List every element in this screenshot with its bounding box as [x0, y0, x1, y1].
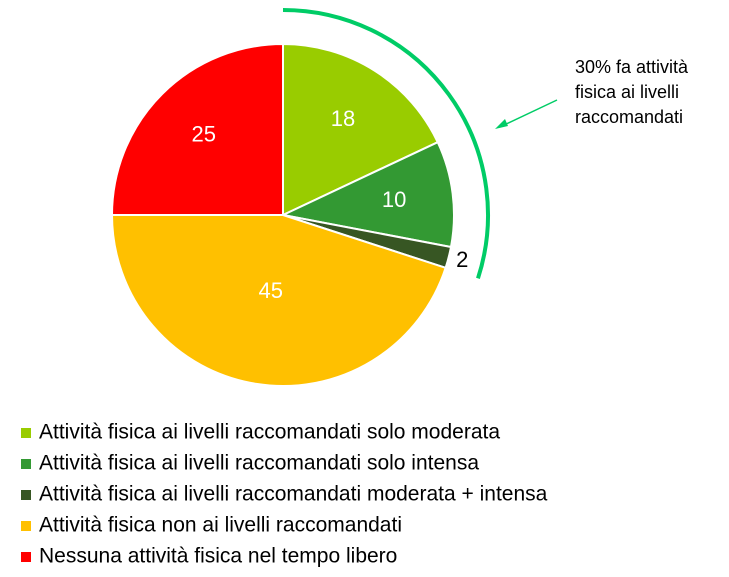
highlight-arc — [282, 8, 490, 279]
legend-label: Attività fisica non ai livelli raccomand… — [39, 514, 402, 537]
annotation-text: 30% fa attività — [575, 57, 689, 77]
pie-slice — [282, 42, 440, 217]
legend-label: Nessuna attività fisica nel tempo libero — [39, 545, 397, 568]
legend-swatch — [21, 552, 31, 562]
pie-slice — [110, 42, 284, 216]
legend-swatch — [21, 521, 31, 531]
legend-swatch — [21, 490, 31, 500]
legend-label: Attività fisica ai livelli raccomandati … — [39, 421, 500, 444]
slice-label: 45 — [259, 278, 283, 303]
annotation-text: fisica ai livelli — [575, 82, 679, 102]
legend-label: Attività fisica ai livelli raccomandati … — [39, 452, 479, 475]
slice-label: 2 — [456, 247, 468, 272]
legend-swatch — [21, 459, 31, 469]
annotation-arrowhead — [495, 119, 508, 129]
pie-slice — [279, 140, 455, 249]
legend-label: Attività fisica ai livelli raccomandati … — [39, 483, 548, 506]
annotation-arrow — [501, 99, 558, 127]
legend-swatch — [21, 428, 31, 438]
pie-slice — [110, 214, 447, 388]
slice-label: 10 — [382, 187, 406, 212]
annotation-text: raccomandati — [575, 107, 683, 127]
slice-label: 25 — [192, 122, 216, 147]
slice-label: 18 — [331, 106, 355, 131]
